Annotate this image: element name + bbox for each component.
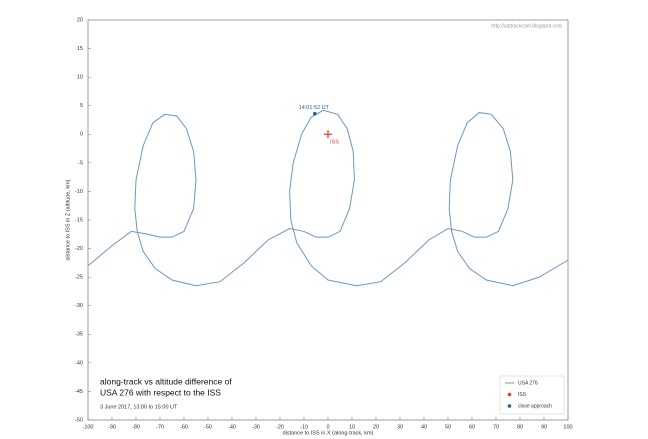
y-tick-label: 0 — [80, 132, 83, 138]
x-tick-label: -30 — [252, 424, 260, 430]
series-line — [87, 109, 569, 287]
plot-frame — [87, 19, 569, 421]
y-axis-label: distance to ISS in Z (altitude, km) — [65, 179, 71, 260]
marker-label: ISS — [330, 140, 339, 146]
x-tick-label: -100 — [82, 424, 93, 430]
x-tick-label: 80 — [517, 424, 523, 430]
x-tick-label: -80 — [132, 424, 140, 430]
legend-label: ISS — [518, 392, 527, 398]
y-tick-label: -5 — [78, 160, 83, 166]
x-tick-label: 40 — [421, 424, 427, 430]
x-tick-label: 90 — [541, 424, 547, 430]
iss-marker — [324, 130, 332, 139]
legend-label: USA 276 — [518, 380, 538, 386]
x-tick-label: -60 — [180, 424, 188, 430]
y-tick-label: -30 — [75, 303, 83, 309]
y-tick-label: -45 — [75, 389, 83, 395]
title-line: USA 276 with respect to the ISS — [100, 387, 221, 397]
y-tick-label: -15 — [75, 217, 83, 223]
x-tick-label: 100 — [563, 424, 572, 430]
y-tick-label: -35 — [75, 332, 83, 338]
x-tick-label: -50 — [204, 424, 212, 430]
y-tick-label: -40 — [75, 360, 83, 366]
x-tick-label: -70 — [156, 424, 164, 430]
x-tick-label: -10 — [300, 424, 308, 430]
x-axis-label: distance to ISS in X (along-track, km) — [283, 430, 374, 436]
x-tick-label: 10 — [349, 424, 355, 430]
y-tick-label: 10 — [77, 75, 83, 81]
x-tick-label: -90 — [108, 424, 116, 430]
x-tick-label: 60 — [469, 424, 475, 430]
y-tick-label: 15 — [77, 46, 83, 52]
x-tick-label: -20 — [276, 424, 284, 430]
x-tick-label: 0 — [326, 424, 329, 430]
y-tick-label: -50 — [75, 417, 83, 423]
x-tick-label: 50 — [445, 424, 451, 430]
y-tick-label: -10 — [75, 189, 83, 195]
close-approach-marker — [313, 111, 317, 116]
legend-label: close approach — [518, 403, 552, 409]
y-tick-label: -25 — [75, 275, 83, 281]
y-tick-label: -20 — [75, 246, 83, 252]
subtitle: 3 June 2017, 13:00 to 15:00 UT — [100, 404, 178, 410]
title-line: along-track vs altitude difference of — [100, 376, 232, 386]
y-tick-label: 5 — [80, 103, 83, 109]
x-tick-label: 20 — [373, 424, 379, 430]
legend-swatch — [507, 404, 512, 408]
x-tick-label: -40 — [228, 424, 236, 430]
marker-label: 14:01:52 UT — [299, 105, 330, 111]
y-tick-label: 20 — [77, 17, 83, 23]
legend-swatch — [507, 392, 512, 397]
x-tick-label: 70 — [493, 424, 499, 430]
x-tick-label: 30 — [397, 424, 403, 430]
watermark: http://sattrackcam.blogspot.com — [491, 23, 562, 29]
